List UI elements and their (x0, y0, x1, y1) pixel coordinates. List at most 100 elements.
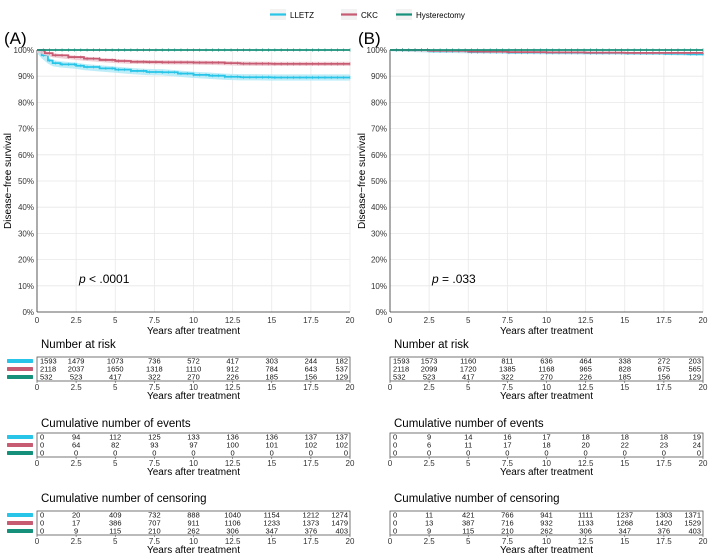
table-cell: 421 (462, 511, 475, 520)
x-tick-label: 10 (189, 316, 198, 325)
table-cell: 112 (109, 433, 121, 442)
table-title: Cumulative number of events (394, 418, 544, 430)
y-tick-label: 80% (18, 98, 34, 107)
row-strata-hysterectomy (7, 529, 33, 533)
table-cell: 1233 (263, 519, 280, 528)
table-x-axis-title: Years after treatment (500, 545, 593, 556)
table-x-tick-label: 15 (267, 537, 276, 546)
table-x-tick-label: 5 (113, 459, 118, 468)
panel-a: 0%10%20%30%40%50%60%70%80%90%100%0 2.5 5 7.… (3, 29, 355, 556)
table-cell: 1720 (460, 365, 477, 374)
table-cell: 6 (427, 441, 431, 450)
table-x-tick-label: 0 (388, 459, 393, 468)
table-cell: 0 (191, 449, 195, 458)
table-x-tick-label: 12.5 (578, 383, 594, 392)
x-tick-label: 5 (113, 316, 118, 325)
table-cell: 0 (584, 449, 588, 458)
table-cell: 523 (70, 373, 83, 382)
table-cell: 376 (658, 527, 671, 536)
table-cell: 0 (40, 433, 44, 442)
table-title: Cumulative number of events (41, 418, 191, 430)
y-tick-label: 60% (18, 151, 34, 160)
table-cell: 0 (393, 519, 397, 528)
table-x-tick-label: 15 (620, 383, 629, 392)
table-cell: 2118 (393, 365, 409, 374)
table-cell: 409 (109, 511, 122, 520)
table-x-tick-label: 0 (388, 537, 393, 546)
table-cell: 1303 (656, 511, 673, 520)
table-cell: 1318 (146, 365, 163, 374)
x-axis-title: Years after treatment (147, 326, 240, 337)
x-tick-label: 15 (620, 316, 629, 325)
table-cell: 129 (688, 373, 701, 382)
table-x-tick-label: 15 (620, 537, 629, 546)
table-cell: 716 (501, 519, 514, 528)
table-cell: 2118 (40, 365, 56, 374)
table-cell: 932 (540, 519, 553, 528)
table-x-tick-label: 17.5 (303, 383, 319, 392)
table-cell: 811 (501, 357, 513, 366)
y-axis-title: Disease−free survival (3, 133, 14, 229)
table-cell: 1133 (578, 519, 594, 528)
table-cell: 0 (393, 449, 397, 458)
table-cell: 101 (265, 441, 278, 450)
table-cell: 784 (265, 365, 278, 374)
table-x-tick-label: 20 (699, 383, 708, 392)
table-x-tick-label: 0 (388, 383, 393, 392)
table-x-tick-label: 12.5 (225, 459, 241, 468)
table-x-tick-label: 7.5 (502, 459, 514, 468)
table-cell: 912 (226, 365, 239, 374)
table-cell: 156 (305, 373, 318, 382)
table-cell: 1160 (460, 357, 476, 366)
table-cell: 306 (579, 527, 592, 536)
table-cell: 0 (623, 449, 627, 458)
table-cell: 0 (544, 449, 548, 458)
table-cell: 572 (187, 357, 200, 366)
table-cell: 0 (40, 527, 44, 536)
table-cell: 523 (423, 373, 436, 382)
table-frame (36, 356, 351, 382)
p-value-text: = .033 (439, 272, 476, 286)
table-cell: 203 (688, 357, 701, 366)
table-x-tick-label: 2.5 (71, 383, 83, 392)
table-cell: 532 (393, 373, 406, 382)
table-x-tick-label: 0 (35, 383, 40, 392)
table-cell: 0 (466, 449, 470, 458)
table-cell: 82 (111, 441, 119, 450)
table-x-tick-label: 2.5 (424, 459, 436, 468)
table-cell: 0 (270, 449, 274, 458)
table-x-tick-label: 10 (189, 459, 198, 468)
row-strata-hysterectomy (7, 375, 33, 379)
table-cell: 417 (462, 373, 475, 382)
table-cell: 0 (152, 449, 156, 458)
y-tick-label: 10% (371, 282, 387, 291)
table-x-tick-label: 12.5 (578, 459, 594, 468)
table-cell: 94 (72, 433, 80, 442)
table-cell: 9 (74, 527, 78, 536)
y-tick-label: 10% (18, 282, 34, 291)
table-cell: 17 (72, 519, 80, 528)
table-cell: 1040 (224, 511, 241, 520)
table-cell: 0 (40, 511, 44, 520)
row-strata-ckc (7, 367, 33, 371)
table-x-tick-label: 5 (466, 537, 471, 546)
table-cell: 102 (335, 441, 348, 450)
table-cell: 185 (618, 373, 631, 382)
table-cell: 18 (621, 433, 629, 442)
table-cell: 262 (187, 527, 200, 536)
table-x-tick-label: 10 (542, 537, 551, 546)
y-tick-label: 0% (22, 308, 34, 317)
table-x-tick-label: 15 (267, 459, 276, 468)
table-x-tick-label: 12.5 (578, 537, 594, 546)
row-strata-hysterectomy (7, 451, 33, 455)
table-x-axis-title: Years after treatment (500, 467, 593, 478)
legend: LLETZ CKC Hysterectomy (270, 9, 465, 20)
table-number-at-risk: Number at risk 1593 1479 1073 736 572 417 303 24… (7, 339, 355, 402)
table-x-tick-label: 10 (189, 383, 198, 392)
table-cell: 0 (40, 519, 44, 528)
table-x-tick-label: 10 (189, 537, 198, 546)
table-cell: 133 (187, 433, 200, 442)
table-cell: 1373 (303, 519, 320, 528)
panel-label: (A) (4, 29, 27, 48)
